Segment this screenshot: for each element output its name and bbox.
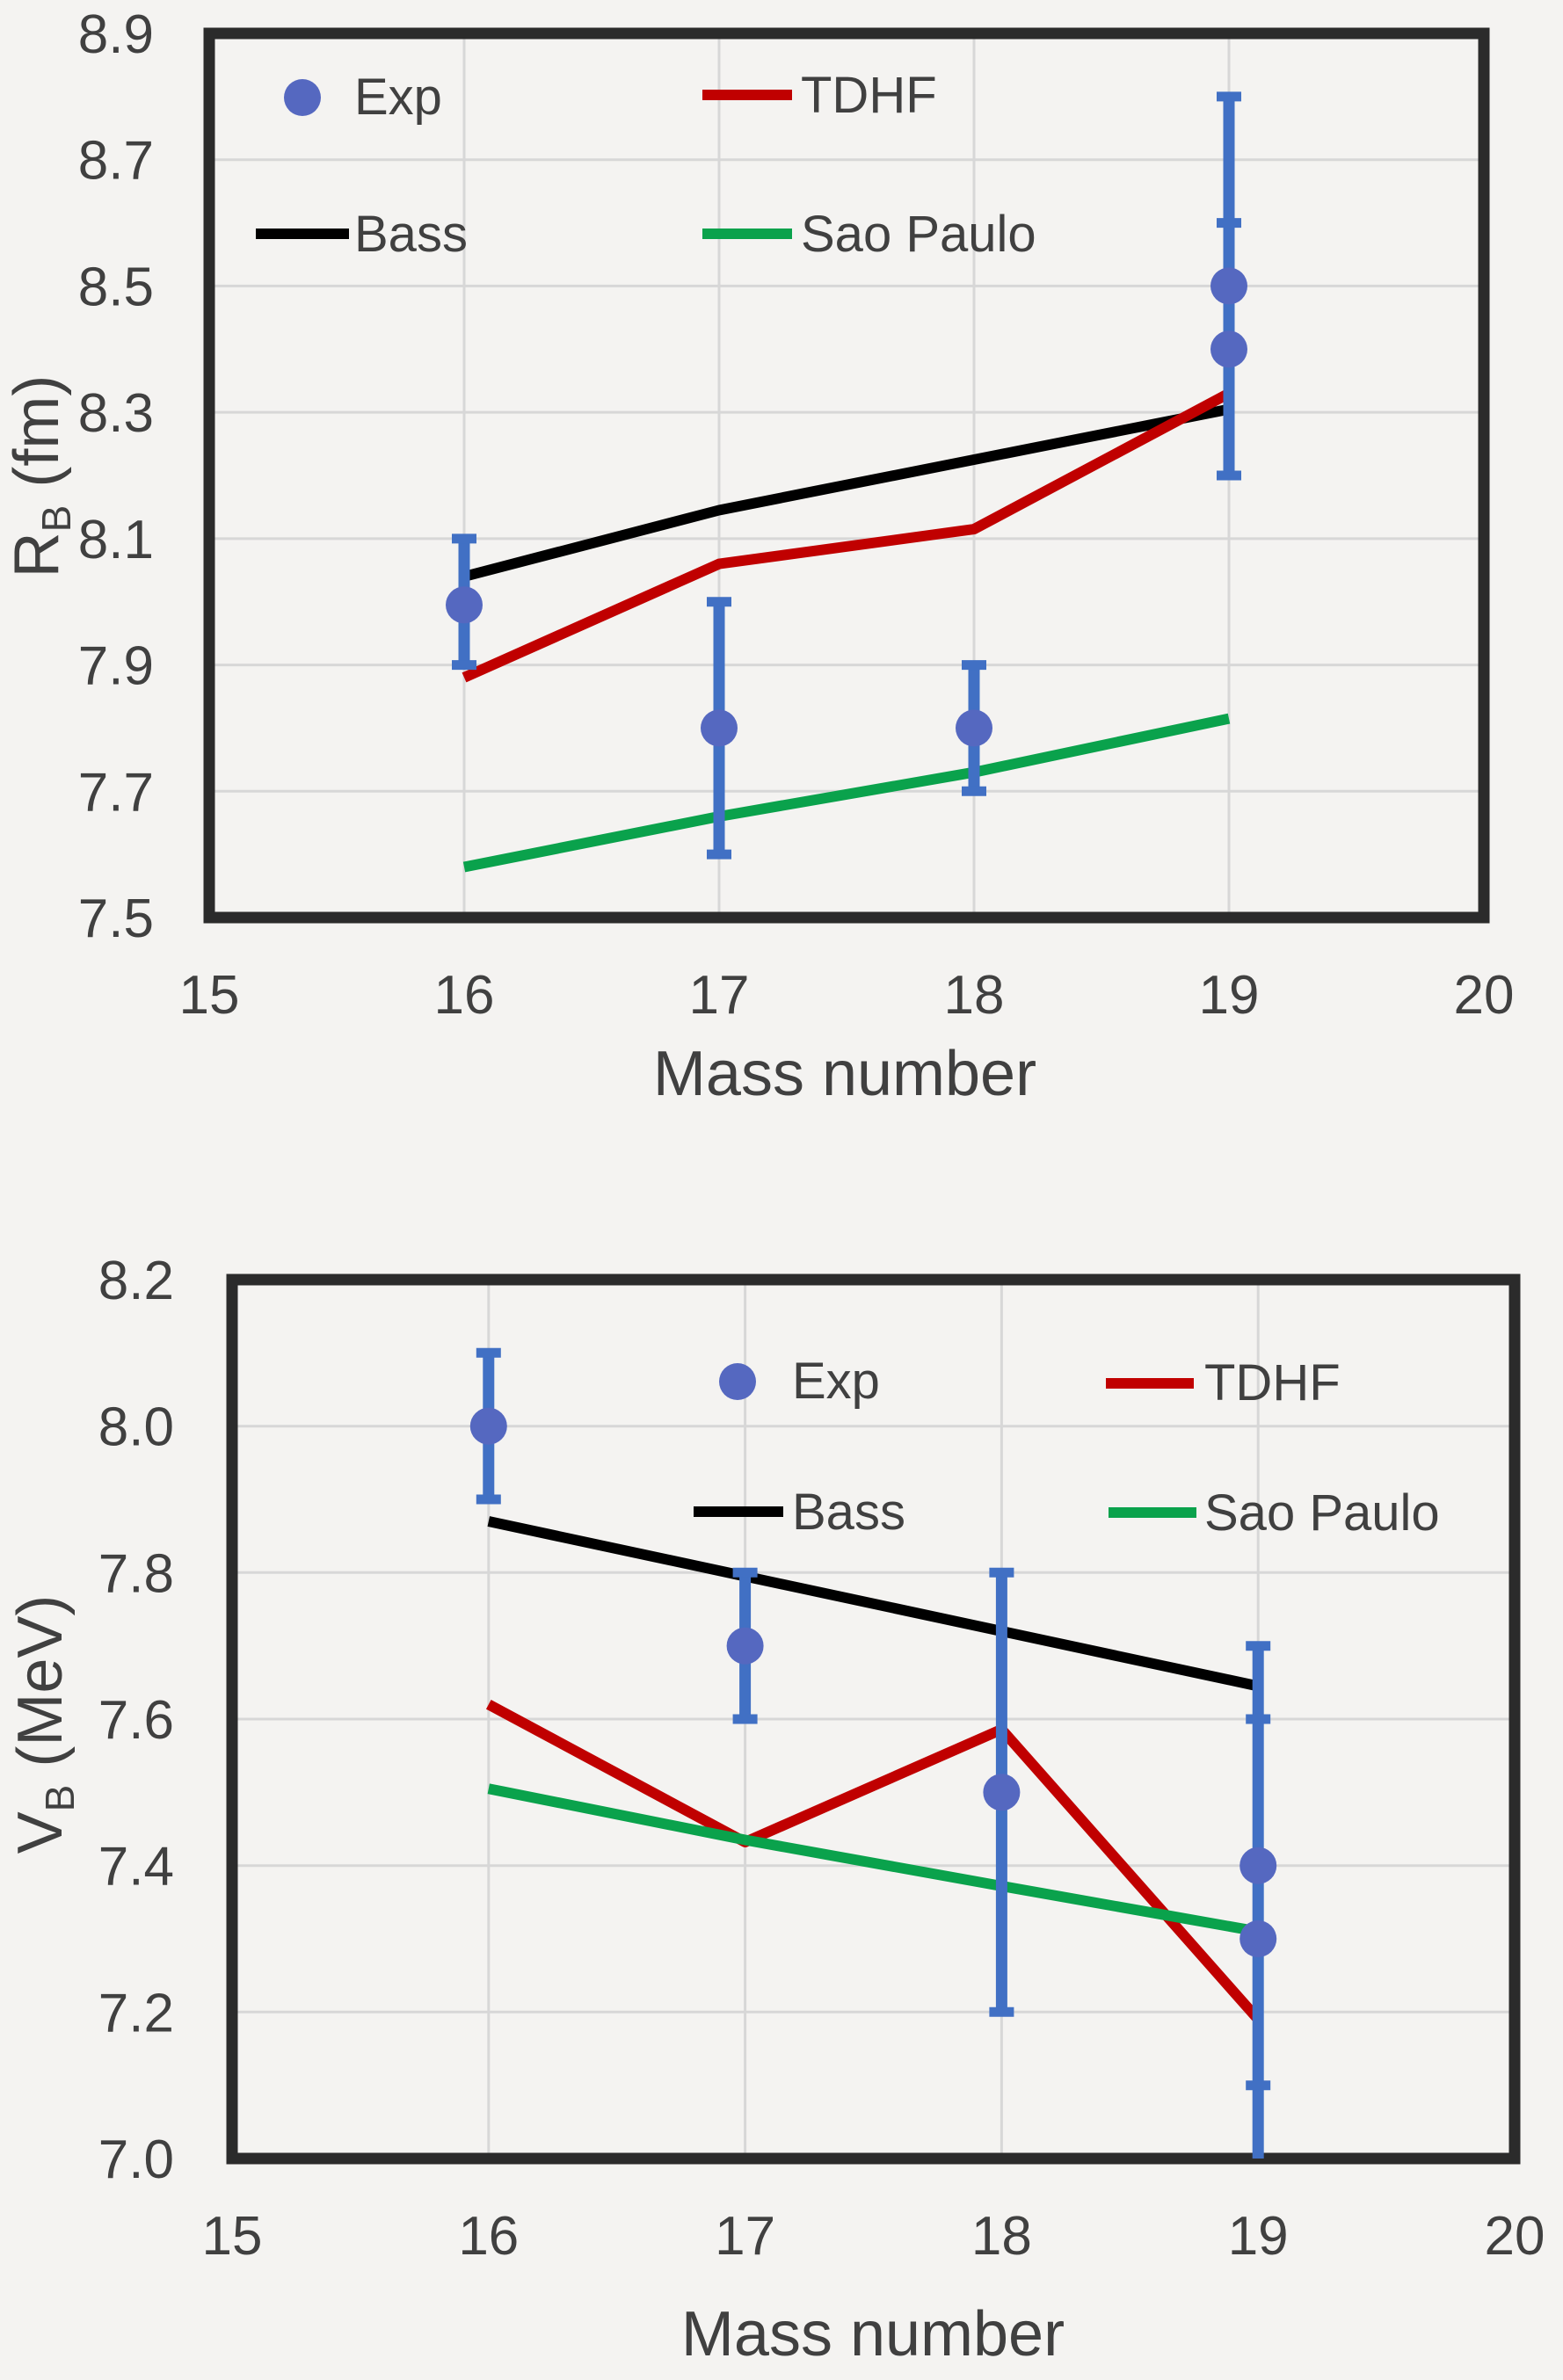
svg-text:19: 19 xyxy=(1228,2206,1289,2267)
svg-text:8.1: 8.1 xyxy=(78,510,154,570)
svg-text:7.7: 7.7 xyxy=(78,762,154,823)
svg-text:7.6: 7.6 xyxy=(98,1690,174,1751)
svg-text:15: 15 xyxy=(179,965,240,1026)
svg-text:7.2: 7.2 xyxy=(98,1983,174,2043)
svg-text:8.5: 8.5 xyxy=(78,257,154,317)
svg-text:Bass: Bass xyxy=(354,206,468,263)
svg-text:8.7: 8.7 xyxy=(78,131,154,192)
svg-text:8.2: 8.2 xyxy=(98,1251,174,1311)
svg-text:TDHF: TDHF xyxy=(1204,1354,1341,1411)
svg-text:16: 16 xyxy=(458,2206,519,2267)
svg-text:18: 18 xyxy=(944,965,1005,1026)
svg-text:18: 18 xyxy=(971,2206,1032,2267)
svg-text:Exp: Exp xyxy=(792,1353,880,1410)
svg-text:7.0: 7.0 xyxy=(98,2130,174,2190)
svg-text:16: 16 xyxy=(434,965,495,1026)
svg-text:Bass: Bass xyxy=(792,1484,905,1541)
svg-text:Sao Paulo: Sao Paulo xyxy=(1204,1484,1440,1542)
svg-text:Exp: Exp xyxy=(354,69,442,126)
svg-text:19: 19 xyxy=(1199,965,1260,1026)
svg-text:7.8: 7.8 xyxy=(98,1543,174,1604)
svg-text:RB (fm): RB (fm) xyxy=(2,375,79,578)
svg-text:8.3: 8.3 xyxy=(78,383,154,444)
svg-text:20: 20 xyxy=(1454,965,1515,1026)
svg-text:20: 20 xyxy=(1485,2206,1545,2267)
svg-text:Mass number: Mass number xyxy=(681,2299,1065,2369)
svg-text:7.4: 7.4 xyxy=(98,1837,174,1897)
svg-text:TDHF: TDHF xyxy=(801,67,937,124)
svg-text:17: 17 xyxy=(715,2206,775,2267)
svg-text:17: 17 xyxy=(689,965,750,1026)
svg-text:15: 15 xyxy=(202,2206,263,2267)
svg-text:8.9: 8.9 xyxy=(78,4,154,65)
svg-text:VB (MeV): VB (MeV) xyxy=(5,1595,83,1854)
svg-text:7.9: 7.9 xyxy=(78,636,154,697)
svg-text:Sao Paulo: Sao Paulo xyxy=(801,206,1036,263)
svg-text:Mass number: Mass number xyxy=(653,1039,1036,1109)
svg-text:7.5: 7.5 xyxy=(78,889,154,949)
svg-text:8.0: 8.0 xyxy=(98,1397,174,1458)
